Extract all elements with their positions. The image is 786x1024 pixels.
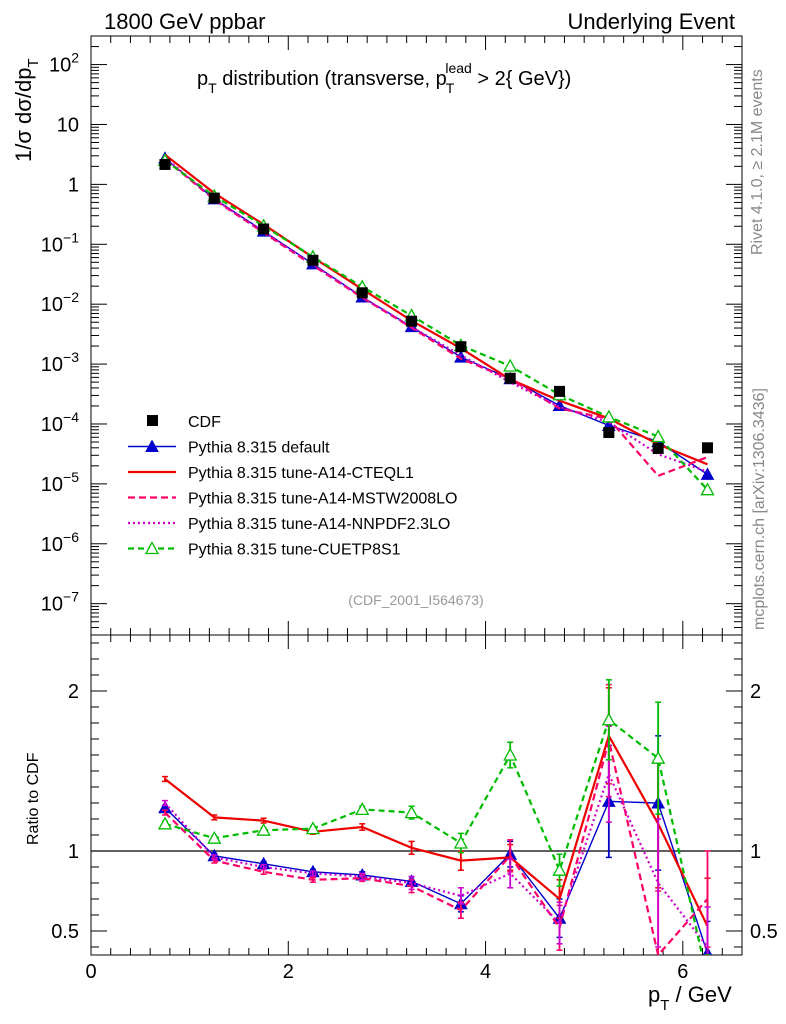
rivet-label: Rivet 4.1.0, ≥ 2.1M events bbox=[749, 69, 766, 255]
main-y-label-main: 1/σ dσ/dp bbox=[11, 68, 36, 162]
legend-label-pythia-8-315-tune-a14-mstw2008lo: Pythia 8.315 tune-A14-MSTW2008LO bbox=[188, 491, 457, 508]
plot-title-sub-t: T bbox=[208, 80, 217, 96]
legend: CDF Pythia 8.315 default Pythia 8.315 tune… bbox=[128, 414, 457, 559]
main-y-tick-label: 10−1 bbox=[41, 229, 79, 256]
main-y-tick-label: 10−6 bbox=[41, 529, 79, 556]
main-axes: 10−7 10−6 10−5 10−4 10−3 10−2 10−1 1 10 102 bbox=[41, 35, 743, 636]
ratio-y-tick-label: 2 bbox=[68, 681, 79, 703]
mcplots-label: mcplots.cern.ch [arXiv:1306.3436] bbox=[751, 388, 768, 630]
cdf-data-point bbox=[258, 223, 270, 235]
legend-label-pythia-8-315-tune-a14-cteql1: Pythia 8.315 tune-A14-CTEQL1 bbox=[188, 465, 414, 482]
ratio-series-marks bbox=[157, 679, 713, 955]
ratio-y-tick-label: 0.5 bbox=[51, 921, 79, 943]
cdf-data-point bbox=[159, 158, 171, 170]
cdf-data-point bbox=[455, 341, 467, 353]
legend-swatch-cdf bbox=[147, 415, 158, 426]
ratio-point-pythia-8-315-tune-cuetp8s1 bbox=[207, 830, 222, 844]
main-point-pythia-8-315-tune-cuetp8s1 bbox=[651, 429, 666, 443]
main-y-tick-label: 10−5 bbox=[41, 469, 79, 496]
main-line-pythia-8-315-tune-a14-mstw2008lo bbox=[164, 158, 708, 478]
x-tick-label: 2 bbox=[283, 961, 294, 983]
main-y-tick-label: 10−2 bbox=[41, 289, 79, 316]
main-point-pythia-8-315-tune-cuetp8s1 bbox=[601, 409, 616, 423]
legend-marker-pythia-8-315-default bbox=[145, 439, 159, 452]
cdf-data-point bbox=[356, 287, 368, 299]
ratio-y-tick-label-right: 1 bbox=[750, 841, 761, 863]
main-point-pythia-8-315-default bbox=[700, 467, 715, 480]
main-y-tick-label: 102 bbox=[49, 50, 79, 77]
x-axis-label-p: p bbox=[648, 982, 660, 1007]
legend-label-pythia-8-315-tune-cuetp8s1: Pythia 8.315 tune-CUETP8S1 bbox=[188, 542, 401, 559]
x-tick-label: 4 bbox=[480, 961, 491, 983]
main-y-tick-label: 10−3 bbox=[41, 349, 79, 376]
main-y-label-sub: T bbox=[25, 58, 42, 67]
ratio-y-tick-label-right: 0.5 bbox=[750, 921, 778, 943]
legend-marker-pythia-8-315-tune-cuetp8s1 bbox=[144, 541, 160, 555]
ratio-point-pythia-8-315-tune-cuetp8s1 bbox=[404, 805, 419, 819]
main-series-marks bbox=[157, 151, 715, 496]
ratio-point-pythia-8-315-tune-cuetp8s1 bbox=[305, 821, 321, 835]
ratio-point-pythia-8-315-tune-cuetp8s1 bbox=[651, 750, 666, 764]
x-tick-label: 6 bbox=[677, 961, 688, 983]
main-line-pythia-8-315-tune-a14-cteql1 bbox=[164, 153, 708, 466]
x-axis-label-rest: / GeV bbox=[669, 982, 732, 1007]
plot-title-sup-lead: lead bbox=[445, 60, 471, 76]
plot-title-mid: distribution (transverse, p bbox=[217, 68, 447, 90]
ratio-point-pythia-8-315-tune-cuetp8s1 bbox=[552, 862, 567, 876]
cdf-data-point bbox=[652, 442, 664, 454]
ratio-line-pythia-8-315-tune-cuetp8s1 bbox=[164, 717, 704, 955]
plot-title-p: p bbox=[197, 68, 208, 90]
ratio-point-pythia-8-315-tune-cuetp8s1 bbox=[601, 712, 616, 726]
plot-title-tail: > 2{ GeV}) bbox=[472, 68, 572, 90]
ratio-point-pythia-8-315-tune-cuetp8s1 bbox=[503, 747, 518, 761]
cdf-data-point bbox=[603, 427, 615, 439]
ratio-point-pythia-8-315-tune-cuetp8s1 bbox=[157, 816, 173, 830]
plot-title: pT distribution (transverse, pTlead > 2{… bbox=[197, 60, 571, 96]
cdf-data-point bbox=[208, 192, 220, 204]
main-y-tick-label: 1 bbox=[68, 174, 79, 196]
ratio-y-tick-label: 1 bbox=[68, 841, 79, 863]
ratio-y-tick-label-right: 2 bbox=[750, 681, 761, 703]
ratio-line-pythia-8-315-tune-a14-mstw2008lo bbox=[164, 740, 709, 955]
analysis-id: (CDF_2001_I564673) bbox=[348, 592, 483, 608]
main-y-label: 1/σ dσ/dpT bbox=[11, 58, 42, 162]
cdf-data-point bbox=[554, 385, 566, 397]
cdf-data-point bbox=[406, 315, 418, 327]
main-y-tick-label: 10−7 bbox=[41, 589, 79, 616]
cdf-data-point bbox=[701, 442, 713, 454]
ratio-line-pythia-8-315-tune-a14-cteql1 bbox=[164, 733, 709, 927]
header-left: 1800 GeV ppbar bbox=[104, 9, 265, 34]
ratio-plot-frame bbox=[90, 634, 743, 956]
legend-label-pythia-8-315-tune-a14-nnpdf2-3lo: Pythia 8.315 tune-A14-NNPDF2.3LO bbox=[188, 516, 450, 533]
main-line-pythia-8-315-tune-cuetp8s1 bbox=[164, 159, 709, 491]
cdf-data-point bbox=[307, 254, 319, 266]
legend-label-pythia-8-315-default: Pythia 8.315 default bbox=[188, 440, 330, 457]
plot-title-sub-t2: T bbox=[446, 80, 455, 96]
ratio-point-pythia-8-315-tune-cuetp8s1 bbox=[256, 822, 271, 836]
ratio-point-pythia-8-315-tune-cuetp8s1 bbox=[453, 835, 468, 849]
main-point-pythia-8-315-tune-cuetp8s1 bbox=[700, 482, 715, 496]
main-y-tick-label: 10 bbox=[57, 114, 79, 136]
x-tick-label: 0 bbox=[85, 961, 96, 983]
main-y-tick-label: 10−4 bbox=[41, 409, 79, 436]
cdf-data-point bbox=[504, 372, 516, 384]
ratio-line-pythia-8-315-default bbox=[164, 800, 709, 954]
ratio-line-pythia-8-315-tune-a14-nnpdf2-3lo bbox=[164, 771, 709, 948]
x-axis-label: pT / GeV bbox=[648, 982, 732, 1014]
main-point-pythia-8-315-tune-cuetp8s1 bbox=[503, 358, 518, 372]
ratio-y-label: Ratio to CDF bbox=[25, 752, 42, 845]
ratio-axes: 0 2 4 6 0.5 0.5 1 1 2 2 bbox=[51, 635, 778, 983]
legend-label-cdf: CDF bbox=[188, 414, 221, 431]
ratio-point-pythia-8-315-tune-cuetp8s1 bbox=[355, 802, 370, 816]
header-right: Underlying Event bbox=[567, 9, 735, 34]
x-axis-label-sub: T bbox=[660, 997, 669, 1014]
